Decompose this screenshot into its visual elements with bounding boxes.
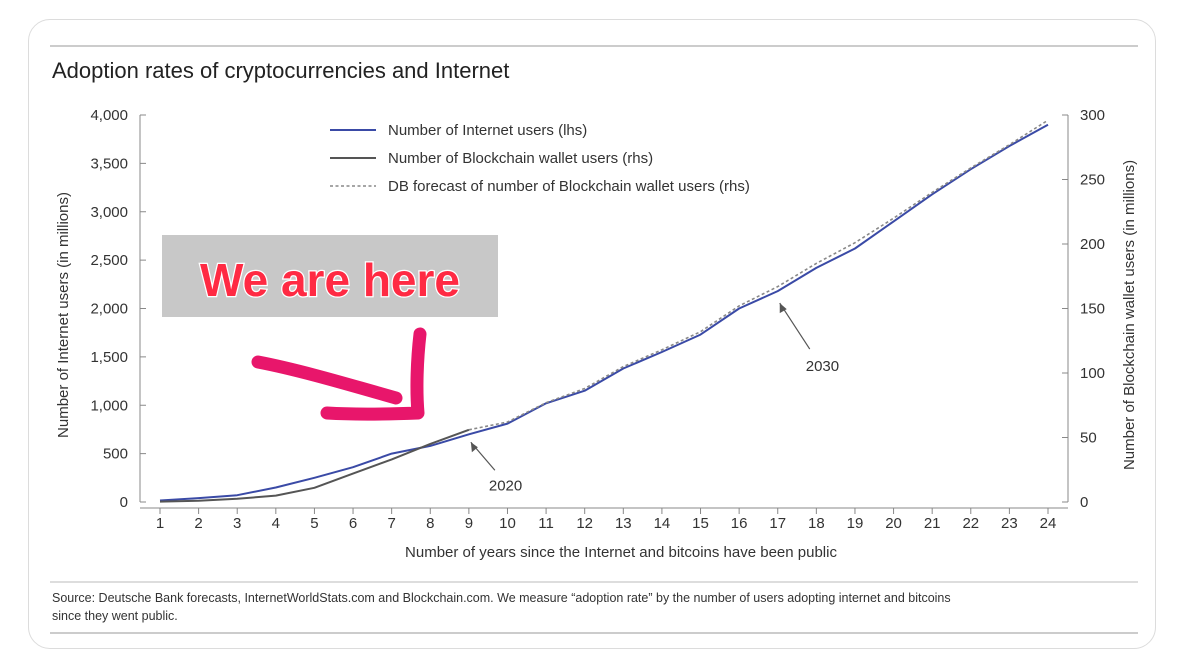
y-right-tick-label: 250 (1080, 172, 1105, 189)
source-line-2: since they went public. (52, 609, 178, 623)
annotations: 2020 2030 (470, 302, 839, 494)
y-left-tick-label: 500 (103, 446, 128, 463)
y-right-tick-label: 150 (1080, 301, 1105, 318)
annotation-arrowhead (779, 303, 787, 314)
overlay-arrow (251, 327, 427, 421)
x-tick-label: 14 (654, 515, 671, 532)
y-left-tick-label: 2,500 (90, 252, 128, 269)
series-line-1 (159, 123, 1049, 502)
annotation-label: 2020 (489, 477, 522, 494)
y-left-tick-label: 2,000 (90, 301, 128, 318)
x-tick-label: 16 (731, 515, 748, 532)
x-tick-label: 22 (962, 515, 979, 532)
legend-label: DB forecast of number of Blockchain wall… (388, 178, 750, 195)
y-left-axis-title: Number of Internet users (in millions) (55, 192, 72, 438)
annotation-label: 2030 (806, 358, 839, 375)
x-tick-label: 2 (194, 515, 202, 532)
overlay-label-background (162, 235, 498, 317)
x-tick-label: 19 (847, 515, 864, 532)
x-tick-label: 4 (272, 515, 280, 532)
y-left-tick-label: 3,500 (90, 155, 128, 172)
legend-label: Number of Internet users (lhs) (388, 122, 587, 139)
x-tick-label: 1 (156, 515, 164, 532)
y-right-tick-label: 0 (1080, 494, 1088, 511)
chart-title: Adoption rates of cryptocurrencies and I… (52, 58, 509, 83)
chart-card (28, 19, 1156, 649)
x-tick-label: 24 (1040, 515, 1057, 532)
source-note: Source: Deutsche Bank forecasts, Interne… (52, 591, 954, 623)
x-tick-label: 11 (538, 515, 554, 532)
y-left-tick-label: 1,500 (90, 349, 128, 366)
y-right-axis-title: Number of Blockchain wallet users (in mi… (1121, 160, 1138, 470)
series-line-3 (468, 119, 1049, 431)
x-tick-label: 12 (576, 515, 593, 532)
x-axis-title: Number of years since the Internet and b… (405, 544, 837, 561)
x-tick-label: 13 (615, 515, 632, 532)
series-line-2 (159, 428, 470, 503)
y-right-tick-label: 50 (1080, 430, 1097, 447)
y-left-tick-label: 1,000 (90, 397, 128, 414)
x-tick-label: 5 (310, 515, 318, 532)
x-tick-label: 21 (924, 515, 941, 532)
x-tick-label: 18 (808, 515, 825, 532)
legend: Number of Internet users (lhs) Number of … (330, 122, 750, 195)
y-left-tick-label: 0 (120, 494, 128, 511)
y-left-tick-label: 4,000 (90, 107, 128, 124)
y-right-tick-label: 200 (1080, 236, 1105, 253)
x-tick-label: 10 (499, 515, 516, 532)
x-tick-label: 23 (1001, 515, 1018, 532)
x-tick-label: 7 (387, 515, 395, 532)
legend-label: Number of Blockchain wallet users (rhs) (388, 150, 653, 167)
x-tick-label: 15 (692, 515, 709, 532)
x-tick-label: 20 (885, 515, 902, 532)
x-tick-label: 9 (465, 515, 473, 532)
x-tick-label: 6 (349, 515, 357, 532)
y-right-tick-label: 300 (1080, 107, 1105, 124)
overlay-label: We are here (200, 254, 460, 306)
annotation-arrowhead (470, 442, 478, 453)
y-right-tick-label: 100 (1080, 365, 1105, 382)
y-left-tick-label: 3,000 (90, 204, 128, 221)
x-tick-label: 3 (233, 515, 241, 532)
series-layer (159, 119, 1049, 503)
x-tick-label: 8 (426, 515, 434, 532)
source-line-1: Source: Deutsche Bank forecasts, Interne… (52, 591, 951, 605)
x-tick-label: 17 (769, 515, 786, 532)
annotation-arrow-line (779, 302, 811, 350)
axes: 0 500 1,000 1,500 2,000 2,500 3,000 3,500 4,000 0… (90, 107, 1105, 532)
